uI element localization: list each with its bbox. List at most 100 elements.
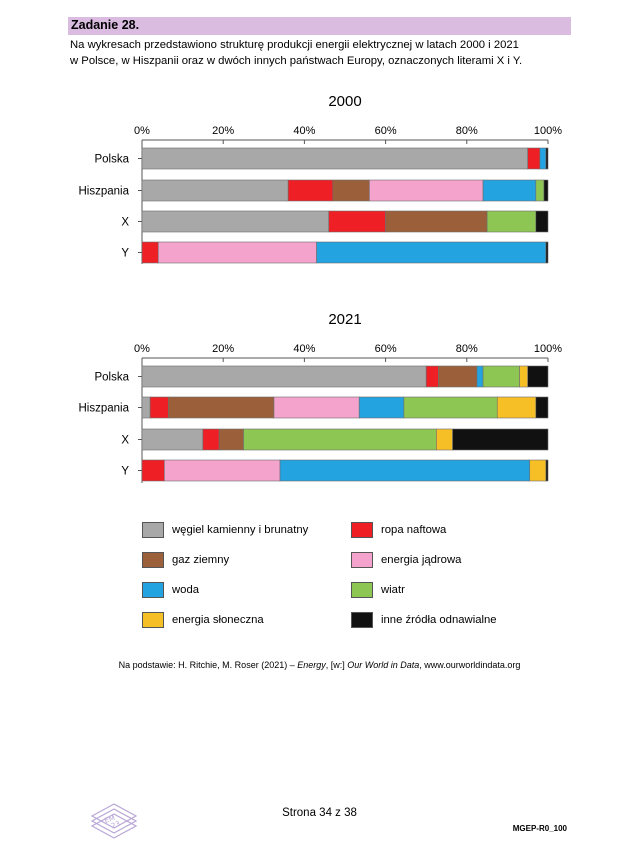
bar-segment-solar xyxy=(519,365,529,388)
legend-swatch xyxy=(351,612,373,628)
x-tick-label: 20% xyxy=(212,125,234,137)
bar-segment-coal xyxy=(141,179,289,202)
category-label: Y xyxy=(121,466,129,478)
source-publication: Our World in Data xyxy=(347,660,420,670)
task-intro: Na wykresach przedstawiono strukturę pro… xyxy=(70,37,580,69)
bar-segment-other xyxy=(452,428,549,451)
legend-swatch xyxy=(351,522,373,538)
source-note: Na podstawie: H. Ritchie, M. Roser (2021… xyxy=(0,660,639,670)
bar-segment-coal xyxy=(141,210,330,233)
source-title: Energy xyxy=(297,660,326,670)
legend-swatch xyxy=(142,612,164,628)
bar-segment-oil xyxy=(328,210,386,233)
x-tick-label: 60% xyxy=(375,125,397,137)
bar-segment-solar xyxy=(436,428,453,451)
bar-segment-other xyxy=(545,241,549,264)
x-tick-label: 60% xyxy=(375,343,397,355)
bar-segment-wind xyxy=(403,396,498,419)
bar-segment-hydro xyxy=(482,179,537,202)
bar-segment-hydro xyxy=(316,241,547,264)
legend-swatch xyxy=(142,582,164,598)
bar-segment-hydro xyxy=(476,365,484,388)
bar-segment-coal xyxy=(141,147,529,170)
intro-line-2: w Polsce, w Hiszpanii oraz w dwóch innyc… xyxy=(70,55,523,67)
x-tick-label: 20% xyxy=(212,343,234,355)
category-label: Polska xyxy=(94,154,129,166)
x-tick-label: 40% xyxy=(293,125,315,137)
bar-segment-oil xyxy=(527,147,541,170)
cke-logo-icon: EM 23 xyxy=(90,803,138,839)
bar-segment-oil xyxy=(425,365,439,388)
bar-segment-gas xyxy=(218,428,244,451)
category-label: X xyxy=(121,435,129,447)
legend-label: węgiel kamienny i brunatny xyxy=(172,524,309,536)
bar-segment-oil xyxy=(141,241,159,264)
x-tick-label: 0% xyxy=(134,343,150,355)
bar-segment-wind xyxy=(243,428,437,451)
source-prefix: Na podstawie: H. Ritchie, M. Roser (2021… xyxy=(118,660,298,670)
task-header: Zadanie 28. xyxy=(68,17,571,35)
category-label: Y xyxy=(121,248,129,260)
x-tick-label: 80% xyxy=(456,125,478,137)
legend-label: woda xyxy=(172,584,200,596)
bar-segment-nuclear xyxy=(157,241,317,264)
legend-item-gas: gaz ziemny xyxy=(142,550,229,570)
bar-segment-other xyxy=(535,210,549,233)
bar-segment-hydro xyxy=(358,396,405,419)
svg-text:EM: EM xyxy=(103,814,116,825)
bar-segment-nuclear xyxy=(164,459,281,482)
bar-segment-coal xyxy=(141,428,204,451)
legend-swatch xyxy=(142,552,164,568)
bar-segment-oil xyxy=(202,428,220,451)
legend-label: gaz ziemny xyxy=(172,554,230,566)
bar-segment-hydro xyxy=(279,459,531,482)
category-label: Hiszpania xyxy=(79,186,130,198)
bar-segment-other xyxy=(545,147,549,170)
bar-segment-other xyxy=(543,179,549,202)
chart-title-2021: 2021 xyxy=(328,311,361,328)
bar-segment-other xyxy=(527,365,549,388)
legend-swatch xyxy=(142,522,164,538)
legend-item-other: inne źródła odnawialne xyxy=(351,610,497,630)
page-number: Strona 34 z 38 xyxy=(282,807,357,819)
task-label: Zadanie 28. xyxy=(71,18,140,32)
legend-label: inne źródła odnawialne xyxy=(381,614,497,626)
exam-code: MGEP-R0_100 xyxy=(512,824,567,833)
legend-label: wiatr xyxy=(381,584,405,596)
source-suffix: , www.ourworldindata.org xyxy=(419,660,521,670)
bar-segment-gas xyxy=(168,396,275,419)
x-tick-label: 100% xyxy=(534,125,562,137)
bar-segment-gas xyxy=(438,365,478,388)
charts-area: 2000 0% 20% 40% 60% 80% 100% Polska Hiszpania X Y 2… xyxy=(79,93,562,483)
bar-segment-nuclear xyxy=(273,396,360,419)
legend-item-wind: wiatr xyxy=(351,580,405,600)
bar-segment-solar xyxy=(529,459,547,482)
bar-segment-oil xyxy=(141,459,165,482)
legend-label: energia słoneczna xyxy=(172,614,264,626)
legend-item-nuclear: energia jądrowa xyxy=(351,550,461,570)
chart-legend: węgiel kamienny i brunatny ropa naftowa ga… xyxy=(142,520,562,640)
bar-segment-oil xyxy=(149,396,169,419)
bar-segment-other xyxy=(545,459,549,482)
bar-segment-oil xyxy=(287,179,334,202)
bar-segment-gas xyxy=(332,179,370,202)
bar-segment-nuclear xyxy=(369,179,484,202)
x-tick-label: 40% xyxy=(293,343,315,355)
legend-item-solar: energia słoneczna xyxy=(142,610,264,630)
chart-title-2000: 2000 xyxy=(328,93,361,110)
legend-label: energia jądrowa xyxy=(381,554,462,566)
legend-swatch xyxy=(351,582,373,598)
svg-text:23: 23 xyxy=(110,820,121,831)
intro-line-1: Na wykresach przedstawiono strukturę pro… xyxy=(70,39,519,51)
source-middle: , [w:] xyxy=(325,660,348,670)
bar-segment-wind xyxy=(486,210,537,233)
bar-segment-wind xyxy=(482,365,520,388)
category-label: Hiszpania xyxy=(79,403,130,415)
bar-segment-gas xyxy=(385,210,488,233)
x-tick-label: 0% xyxy=(134,125,150,137)
bar-segment-coal xyxy=(141,396,151,419)
bar-segment-solar xyxy=(496,396,537,419)
legend-label: ropa naftowa xyxy=(381,524,447,536)
bar-segment-coal xyxy=(141,365,427,388)
category-label: Polska xyxy=(94,372,129,384)
